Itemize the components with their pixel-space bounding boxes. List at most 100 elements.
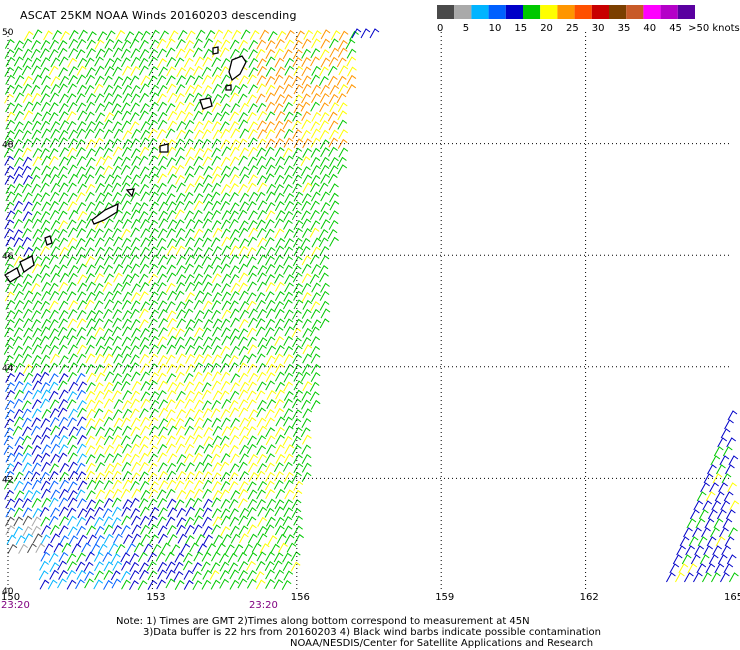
wind-barb [58, 488, 69, 499]
wind-barb [301, 418, 312, 429]
wind-barb [13, 408, 24, 419]
wind-barb [320, 147, 330, 158]
wind-barb [138, 273, 149, 284]
wind-barb [184, 228, 195, 239]
wind-barb [130, 218, 141, 229]
wind-barb [246, 578, 257, 589]
wind-barb [211, 220, 222, 231]
wind-barb [248, 165, 258, 176]
wind-barb [211, 200, 222, 211]
wind-barb [212, 264, 223, 275]
wind-barb [255, 560, 266, 571]
wind-barb [284, 165, 294, 176]
wind-barb [130, 93, 141, 104]
wind-barb [13, 255, 24, 266]
wind-barb [139, 110, 149, 121]
wind-barb [238, 515, 248, 526]
wind-barb [338, 84, 348, 95]
wind-barb [103, 398, 114, 409]
wind-barb [77, 110, 88, 121]
wind-barb [293, 282, 303, 293]
wind-barb [123, 534, 133, 545]
wind-barb [238, 220, 249, 231]
wind-barb [201, 74, 212, 85]
wind-barb [13, 507, 24, 518]
wind-barb [257, 281, 267, 292]
wind-barb [12, 84, 23, 95]
wind-barb [284, 65, 295, 76]
wind-barb [715, 536, 726, 547]
wind-barb [129, 453, 140, 464]
wind-barb [31, 318, 41, 329]
wind-barb [175, 301, 186, 312]
wind-barb [311, 93, 321, 104]
wind-barb [95, 435, 106, 446]
wind-barb [121, 299, 132, 310]
wind-barb [175, 371, 185, 382]
wind-barb [21, 65, 32, 76]
wind-barb [40, 480, 51, 491]
wind-barb [722, 446, 733, 457]
wind-barb [274, 228, 285, 239]
wind-barb [256, 58, 267, 69]
wind-barb [85, 381, 96, 392]
wind-barb [131, 434, 142, 445]
wind-barb [139, 255, 150, 266]
wind-barb [301, 200, 312, 211]
pass-time-label: 23:20 [1, 600, 30, 611]
wind-barb [67, 490, 78, 501]
wind-barb [247, 336, 257, 347]
wind-barb [21, 147, 32, 158]
wind-barb [265, 255, 275, 266]
wind-barb [270, 543, 280, 554]
wind-barb [212, 39, 223, 50]
wind-barb [66, 327, 77, 338]
wind-barb [103, 202, 113, 213]
wind-barb [246, 111, 257, 122]
wind-barb [237, 209, 248, 220]
wind-barb [329, 84, 340, 95]
wind-barb [13, 380, 24, 391]
wind-barb [3, 435, 14, 446]
wind-barb [5, 191, 16, 202]
wind-barb [309, 381, 320, 392]
wind-barb [115, 29, 126, 40]
wind-barb [319, 290, 330, 301]
wind-barb [40, 219, 51, 230]
wind-barb [184, 93, 195, 104]
wind-barb [254, 571, 265, 582]
wind-barb [103, 84, 114, 95]
legend-label: 35 [618, 23, 631, 34]
wind-barb [22, 498, 32, 509]
wind-barb [211, 102, 222, 113]
wind-barb [310, 174, 321, 185]
wind-barb [212, 345, 222, 356]
wind-barb [256, 147, 266, 158]
wind-barb [707, 509, 718, 520]
wind-barb [120, 552, 131, 563]
wind-barb [292, 166, 303, 177]
wind-barb [157, 452, 167, 463]
wind-barb [211, 497, 222, 508]
wind-barb [257, 463, 267, 474]
wind-barb [282, 525, 293, 536]
wind-barb [103, 328, 113, 339]
wind-barb [120, 417, 131, 428]
wind-barb [4, 93, 14, 104]
wind-barb [303, 29, 314, 40]
wind-barb [712, 473, 723, 484]
wind-barb [40, 381, 51, 392]
wind-barb [175, 524, 186, 535]
wind-barb [201, 255, 212, 266]
wind-barb [229, 245, 240, 256]
wind-barb [94, 390, 105, 401]
wind-barb [49, 191, 60, 202]
wind-barb [84, 570, 94, 581]
wind-barb [203, 534, 214, 545]
wind-barb [714, 563, 725, 574]
wind-barb [240, 29, 251, 40]
wind-barb [142, 543, 153, 554]
wind-barb [193, 237, 204, 248]
wind-barb [32, 29, 43, 40]
wind-barb [22, 353, 33, 364]
